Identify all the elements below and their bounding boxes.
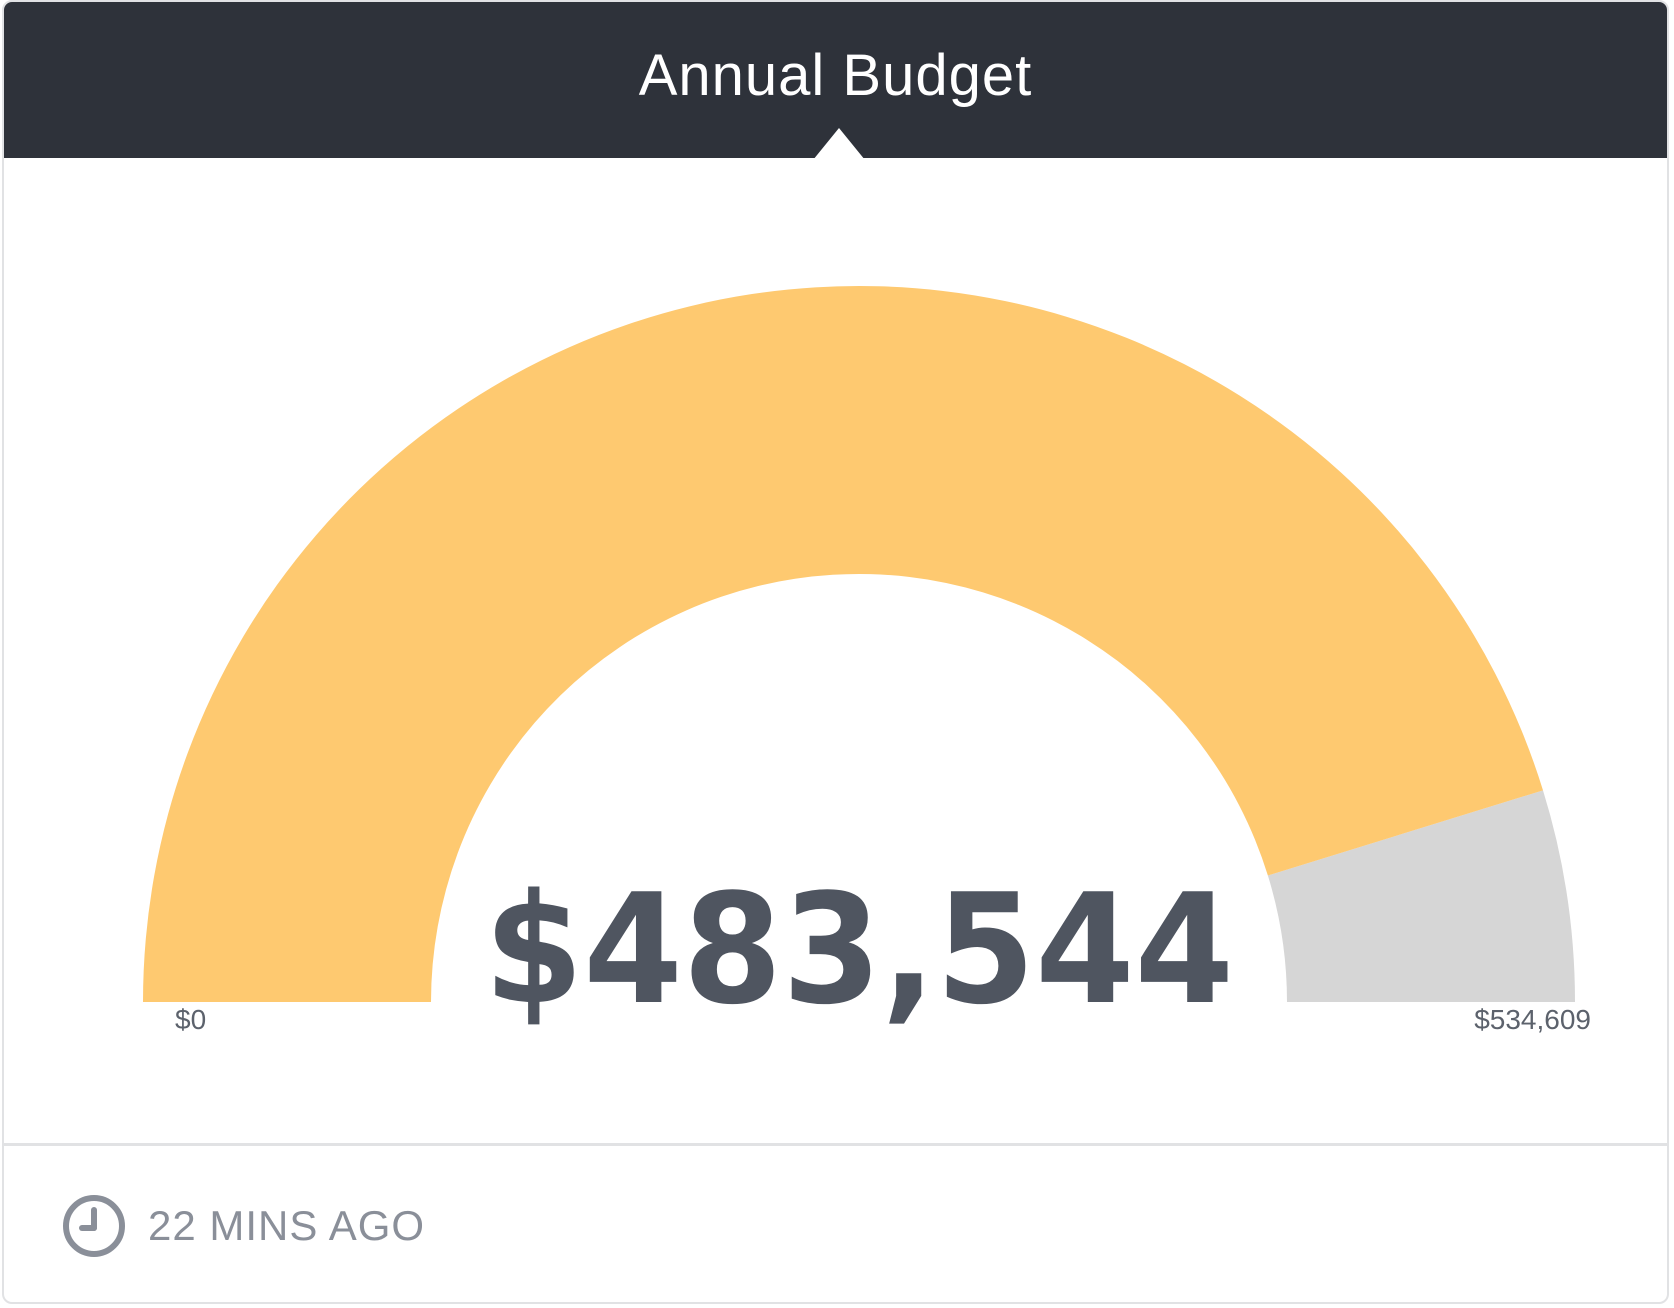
gauge-fill — [143, 285, 1544, 1002]
gauge-chart: $483,544 $0 $534,609 — [143, 285, 1591, 1038]
clock-icon — [63, 1195, 125, 1257]
last-updated-label: 22 MINS AGO — [148, 1202, 426, 1249]
footer-divider — [4, 1143, 1667, 1146]
gauge-min-label: $0 — [175, 1004, 206, 1035]
gauge-track — [1267, 790, 1575, 1002]
gauge-value: $483,544 — [484, 861, 1234, 1038]
header-notch — [813, 128, 865, 160]
widget-title: Annual Budget — [638, 43, 1033, 108]
gauge-max-label: $534,609 — [1474, 1004, 1591, 1035]
widget-header: Annual Budget — [4, 2, 1667, 160]
widget-footer: 22 MINS AGO — [4, 1146, 1667, 1302]
